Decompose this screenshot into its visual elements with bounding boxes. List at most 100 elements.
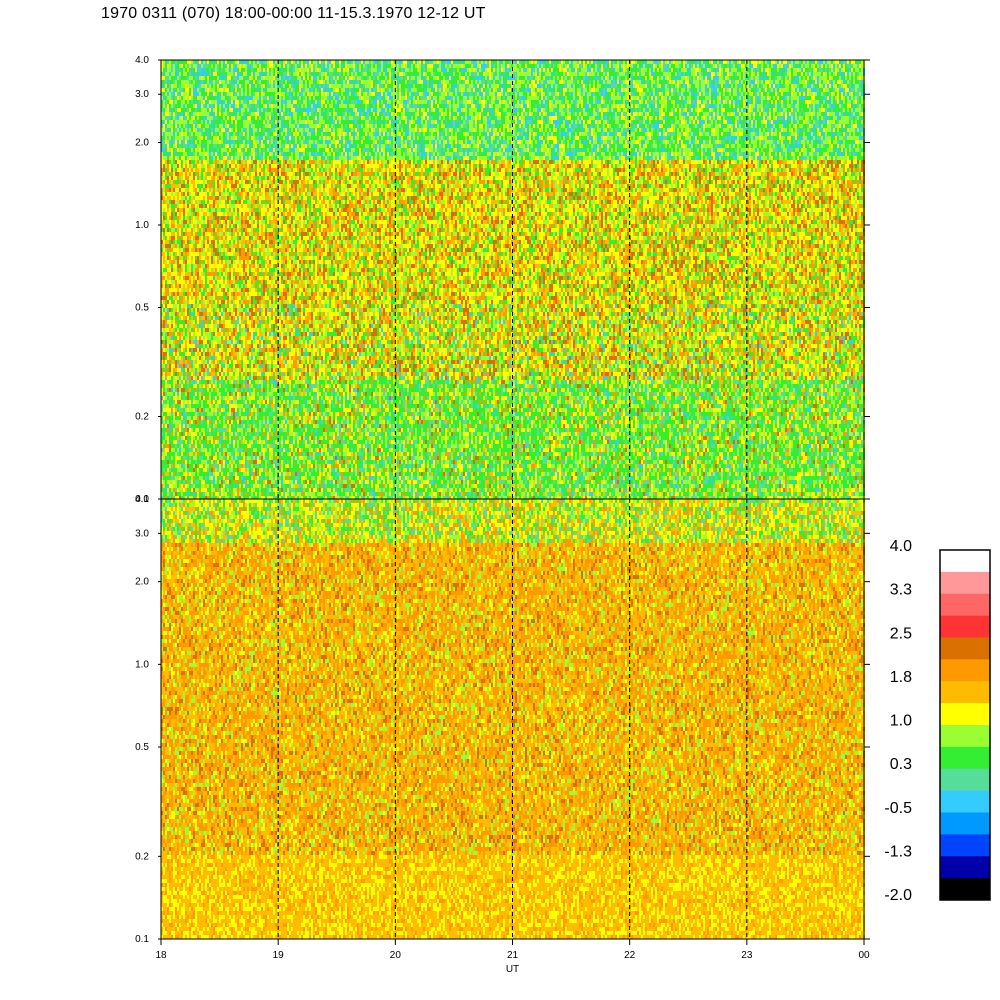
- spectrogram-cell: [189, 96, 191, 100]
- spectrogram-cell: [163, 136, 165, 140]
- spectrogram-cell: [173, 268, 175, 272]
- spectrogram-cell: [173, 216, 175, 220]
- spectrogram-cell: [169, 320, 171, 324]
- spectrogram-cell: [189, 160, 191, 164]
- spectrogram-cell: [171, 60, 173, 64]
- spectrogram-cell: [177, 236, 179, 240]
- spectrogram-cell: [165, 96, 167, 100]
- spectrogram-cell: [177, 240, 179, 244]
- spectrogram-cell: [183, 160, 185, 164]
- spectrogram-cell: [179, 336, 181, 340]
- spectrogram-cell: [177, 448, 179, 452]
- spectrogram-cell: [169, 424, 171, 428]
- spectrogram-cell: [191, 128, 193, 132]
- spectrogram-cell: [167, 328, 169, 332]
- spectrogram-cell: [165, 296, 167, 300]
- spectrogram-cell: [169, 212, 171, 216]
- spectrogram-cell: [189, 196, 191, 200]
- spectrogram-cell: [189, 404, 191, 408]
- spectrogram-cell: [175, 480, 177, 484]
- spectrogram-cell: [175, 168, 177, 172]
- spectrogram-cell: [163, 248, 165, 252]
- spectrogram-cell: [163, 288, 165, 292]
- spectrogram-cell: [185, 420, 187, 424]
- spectrogram-cell: [181, 256, 183, 260]
- spectrogram-cell: [163, 408, 165, 412]
- spectrogram-cell: [167, 100, 169, 104]
- spectrogram-cell: [181, 340, 183, 344]
- spectrogram-cell: [173, 208, 175, 212]
- spectrogram-cell: [163, 416, 165, 420]
- spectrogram-cell: [171, 228, 173, 232]
- spectrogram-cell: [175, 128, 177, 132]
- spectrogram-cell: [183, 144, 185, 148]
- spectrogram-cell: [187, 60, 189, 64]
- spectrogram-cell: [169, 408, 171, 412]
- spectrogram-cell: [189, 208, 191, 212]
- spectrogram-cell: [183, 456, 185, 460]
- spectrogram-cell: [191, 76, 193, 80]
- spectrogram-cell: [175, 180, 177, 184]
- spectrogram-cell: [167, 372, 169, 376]
- spectrogram-cell: [183, 216, 185, 220]
- spectrogram-cell: [183, 204, 185, 208]
- spectrogram-cell: [165, 244, 167, 248]
- spectrogram-cell: [179, 352, 181, 356]
- spectrogram-cell: [183, 224, 185, 228]
- spectrogram-cell: [169, 204, 171, 208]
- spectrogram-cell: [177, 112, 179, 116]
- spectrogram-cell: [169, 436, 171, 440]
- spectrogram-cell: [163, 372, 165, 376]
- spectrogram-cell: [163, 300, 165, 304]
- spectrogram-cell: [167, 224, 169, 228]
- spectrogram-cell: [179, 212, 181, 216]
- spectrogram-cell: [183, 292, 185, 296]
- spectrogram-cell: [189, 256, 191, 260]
- spectrogram-cell: [177, 372, 179, 376]
- spectrogram-cell: [177, 232, 179, 236]
- spectrogram-cell: [189, 380, 191, 384]
- spectrogram-cell: [189, 268, 191, 272]
- spectrogram-cell: [185, 136, 187, 140]
- spectrogram-cell: [191, 216, 193, 220]
- spectrogram-cell: [169, 360, 171, 364]
- spectrogram-cell: [169, 384, 171, 388]
- spectrogram-cell: [163, 224, 165, 228]
- spectrogram-cell: [175, 156, 177, 160]
- spectrogram-cell: [177, 76, 179, 80]
- spectrogram-cell: [177, 364, 179, 368]
- spectrogram-cell: [191, 320, 193, 324]
- spectrogram-cell: [185, 272, 187, 276]
- spectrogram-cell: [177, 156, 179, 160]
- spectrogram-cell: [183, 396, 185, 400]
- spectrogram-cell: [189, 288, 191, 292]
- spectrogram-cell: [163, 348, 165, 352]
- spectrogram-cell: [185, 472, 187, 476]
- spectrogram-cell: [165, 428, 167, 432]
- spectrogram-cell: [175, 360, 177, 364]
- spectrogram-cell: [163, 268, 165, 272]
- spectrogram-cell: [173, 276, 175, 280]
- spectrogram-cell: [185, 488, 187, 492]
- spectrogram-cell: [189, 472, 191, 476]
- spectrogram-cell: [189, 252, 191, 256]
- spectrogram-cell: [179, 412, 181, 416]
- spectrogram-cell: [181, 228, 183, 232]
- spectrogram-cell: [181, 84, 183, 88]
- spectrogram-cell: [173, 68, 175, 72]
- spectrogram-cell: [183, 320, 185, 324]
- spectrogram-cell: [189, 316, 191, 320]
- spectrogram-cell: [177, 88, 179, 92]
- spectrogram-cell: [163, 280, 165, 284]
- spectrogram-cell: [173, 436, 175, 440]
- spectrogram-cell: [165, 324, 167, 328]
- spectrogram-cell: [167, 188, 169, 192]
- spectrogram-cell: [187, 404, 189, 408]
- spectrogram-cell: [187, 252, 189, 256]
- spectrogram-cell: [179, 196, 181, 200]
- spectrogram-cell: [165, 480, 167, 484]
- spectrogram-cell: [185, 88, 187, 92]
- spectrogram-cell: [181, 116, 183, 120]
- spectrogram-cell: [191, 220, 193, 224]
